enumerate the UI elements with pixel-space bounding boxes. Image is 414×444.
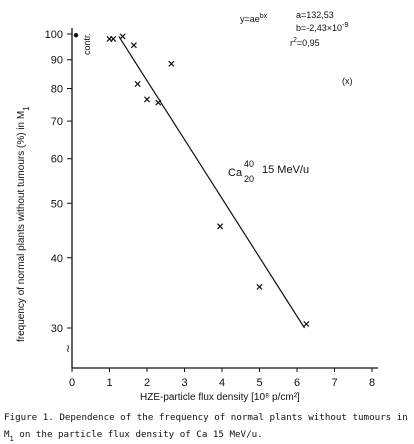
axis-break: ≀: [66, 343, 70, 355]
control-point: [73, 33, 79, 38]
control-label: contr.: [82, 33, 92, 55]
y-ticks: 30 40 50 60 70 80 90 100: [45, 29, 72, 335]
svg-text:r2=0,95: r2=0,95: [290, 37, 320, 48]
svg-text:15 MeV/u: 15 MeV/u: [262, 164, 309, 176]
data-point: [155, 99, 162, 106]
y-tick-label: 90: [51, 55, 63, 67]
svg-text:Ca: Ca: [228, 167, 243, 179]
data-point: [143, 96, 151, 103]
x-tick-label: 7: [331, 377, 337, 389]
data-point: [134, 80, 141, 87]
svg-text:a=132,53: a=132,53: [296, 10, 334, 20]
data-point: [256, 283, 263, 290]
data-point: [130, 42, 137, 49]
x-ticks: 0 1 2 3 4 5 6 7 8: [69, 368, 375, 389]
svg-text:40: 40: [244, 159, 254, 169]
plot-area: ≀ 0 1 2 3 4 5 6 7 8 30 40 50 60 70 80 90 100: [45, 28, 378, 389]
x-tick-label: 1: [106, 377, 112, 389]
bracket-annotation: (x): [342, 76, 353, 86]
x-tick-label: 2: [144, 377, 150, 389]
x-axis-label: HZE-particle flux density [10⁸ p/cm²]: [140, 392, 300, 403]
y-tick-label: 100: [45, 29, 63, 41]
svg-text:M1 on the particle flux densit: M1 on the particle flux density of Ca 15…: [4, 429, 263, 443]
y-tick-label: 70: [51, 116, 63, 128]
x-tick-label: 3: [181, 377, 187, 389]
x-tick-label: 6: [294, 377, 300, 389]
x-tick-label: 8: [369, 377, 375, 389]
svg-text:Figure 1. Dependence of the f: Figure 1. Dependence of the frequency of…: [4, 412, 408, 423]
y-tick-label: 60: [51, 154, 63, 166]
svg-text:20: 20: [244, 174, 254, 184]
ion-label: Ca 40 20 15 MeV/u: [228, 159, 309, 184]
y-axis-label: frequency of normal plants without tumou…: [16, 106, 31, 342]
control-dot: [73, 33, 79, 38]
data-point: [303, 320, 310, 327]
y-tick-label: 40: [51, 253, 63, 265]
data-point: [110, 35, 117, 42]
data-markers: [106, 33, 310, 327]
fit-equation: y=aebx a=132,53 b=-2,43×10-9 r2=0,95: [240, 10, 348, 48]
figure-caption: Figure 1. Dependence of the frequency of…: [4, 412, 408, 443]
y-tick-label: 80: [51, 83, 63, 95]
x-tick-label: 4: [219, 377, 225, 389]
svg-text:y=aebx: y=aebx: [240, 13, 268, 24]
data-point: [217, 223, 224, 230]
data-point: [168, 60, 175, 67]
y-tick-label: 30: [51, 323, 63, 335]
fit-line: [118, 36, 306, 329]
data-point: [119, 33, 126, 40]
x-tick-label: 5: [256, 377, 262, 389]
svg-text:b=-2,43×10-9: b=-2,43×10-9: [296, 22, 348, 33]
y-tick-label: 50: [51, 198, 63, 210]
x-tick-label: 0: [69, 377, 75, 389]
